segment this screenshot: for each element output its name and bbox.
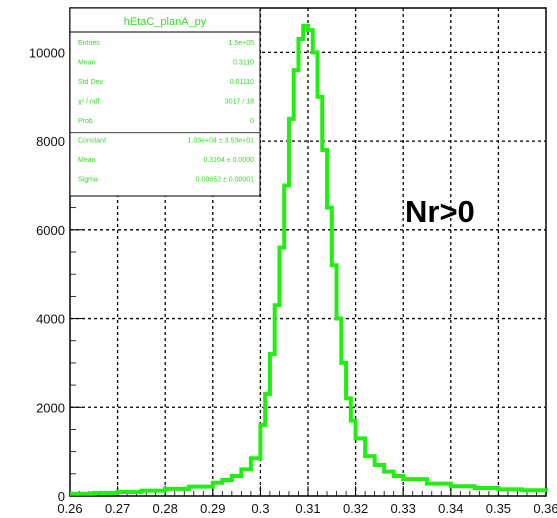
stat-label: Constant — [78, 138, 106, 145]
stat-value: 0.3110 — [233, 60, 254, 67]
stats-box-title: hEtaC_planA_py — [124, 16, 207, 28]
x-tick-label: 0.35 — [486, 501, 511, 516]
x-tick-label: 0.36 — [533, 501, 557, 516]
y-tick-label: 2000 — [36, 400, 65, 415]
x-tick-label: 0.34 — [438, 501, 463, 516]
stat-label: Std Dev — [78, 79, 103, 86]
annotation-nr: Nr>0 — [405, 194, 475, 229]
stat-value: 0.00652 ± 0.00001 — [196, 177, 254, 184]
x-tick-label: 0.3 — [251, 501, 269, 516]
x-tick-label: 0.28 — [153, 501, 178, 516]
y-tick-label: 6000 — [36, 223, 65, 238]
y-tick-label: 4000 — [36, 312, 65, 327]
stats-box-title-frame — [69, 7, 261, 33]
stat-label: Sigma — [78, 177, 98, 184]
stat-label: Prob — [78, 118, 93, 125]
y-tick-label: 10000 — [29, 45, 65, 60]
stat-label: Mean — [78, 157, 96, 164]
x-axis: 0.26 0.27 0.28 0.29 0.3 0.31 0.32 0.33 0.34 0.35 0… — [57, 486, 557, 516]
x-tick-label: 0.32 — [343, 501, 368, 516]
y-tick-label: 0 — [58, 489, 65, 504]
x-tick-label: 0.29 — [200, 501, 225, 516]
x-tick-label: 0.33 — [391, 501, 416, 516]
stat-value: 1.03e+04 ± 3.53e+01 — [187, 138, 254, 145]
series-line — [70, 23, 548, 496]
stats-box-rows: Entries 1.5e+05 Mean 0.3110 Std Dev 0.01110 χ²… — [70, 40, 260, 184]
stats-box: hEtaC_planA_py Entries 1.5e+05 Mean 0.3110 S… — [69, 7, 261, 197]
x-tick-label: 0.31 — [295, 501, 320, 516]
stat-value: 3017 / 18 — [225, 99, 254, 106]
y-tick-label: 8000 — [36, 134, 65, 149]
stat-value: 0.01110 — [230, 79, 254, 86]
x-tick-label: 0.27 — [105, 501, 130, 516]
stats-box-frame — [69, 7, 261, 197]
stat-label: Entries — [78, 40, 100, 47]
x-tick-label: 0.26 — [57, 501, 82, 516]
stat-value: 0.3104 ± 0.0000 — [203, 157, 254, 164]
stat-label: Mean — [78, 60, 96, 67]
stat-value: 0 — [250, 118, 254, 125]
stat-label: χ² / ndf — [78, 99, 100, 106]
stat-value: 1.5e+05 — [229, 40, 255, 47]
